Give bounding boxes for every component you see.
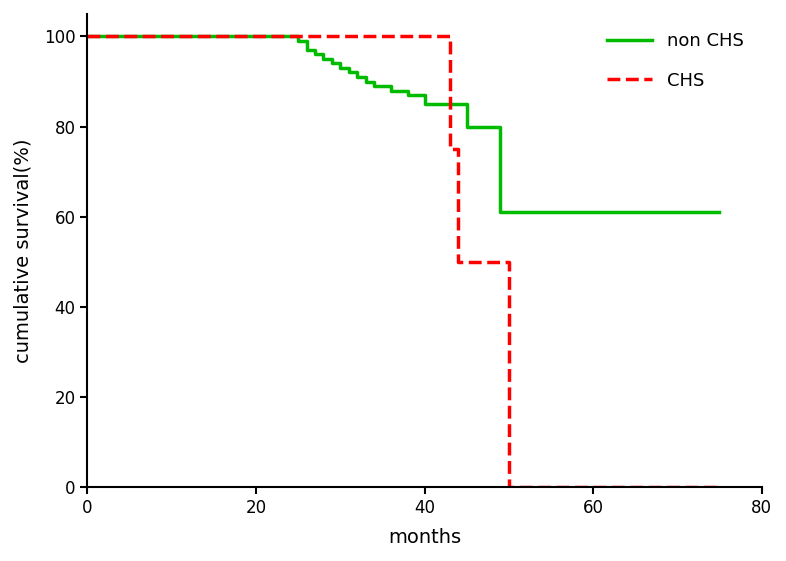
CHS [454, 146, 463, 153]
CHS [445, 146, 454, 153]
non CHS [293, 38, 303, 44]
non CHS [310, 51, 320, 58]
CHS [83, 33, 92, 40]
CHS [454, 259, 463, 265]
non CHS [454, 100, 463, 107]
non CHS [714, 209, 724, 215]
CHS [445, 33, 454, 40]
X-axis label: months: months [388, 528, 461, 547]
non CHS [302, 47, 311, 53]
non CHS [386, 87, 395, 94]
non CHS [420, 100, 429, 107]
non CHS [437, 100, 446, 107]
non CHS [496, 209, 505, 215]
non CHS [369, 82, 379, 89]
non CHS [318, 56, 328, 62]
non CHS [403, 91, 413, 98]
non CHS [361, 78, 370, 85]
non CHS [327, 60, 336, 67]
non CHS [487, 123, 497, 130]
non CHS [344, 69, 354, 76]
non CHS [470, 123, 479, 130]
non CHS [83, 33, 92, 40]
Legend: non CHS, CHS: non CHS, CHS [598, 23, 752, 99]
non CHS [445, 100, 454, 107]
non CHS [285, 33, 295, 40]
Line: CHS: CHS [87, 36, 719, 487]
CHS [504, 484, 513, 490]
non CHS [352, 73, 362, 80]
Y-axis label: cumulative survival(%): cumulative survival(%) [14, 139, 33, 363]
CHS [714, 484, 724, 490]
non CHS [462, 123, 472, 130]
Line: non CHS: non CHS [87, 36, 719, 212]
CHS [504, 259, 513, 265]
non CHS [336, 65, 345, 71]
